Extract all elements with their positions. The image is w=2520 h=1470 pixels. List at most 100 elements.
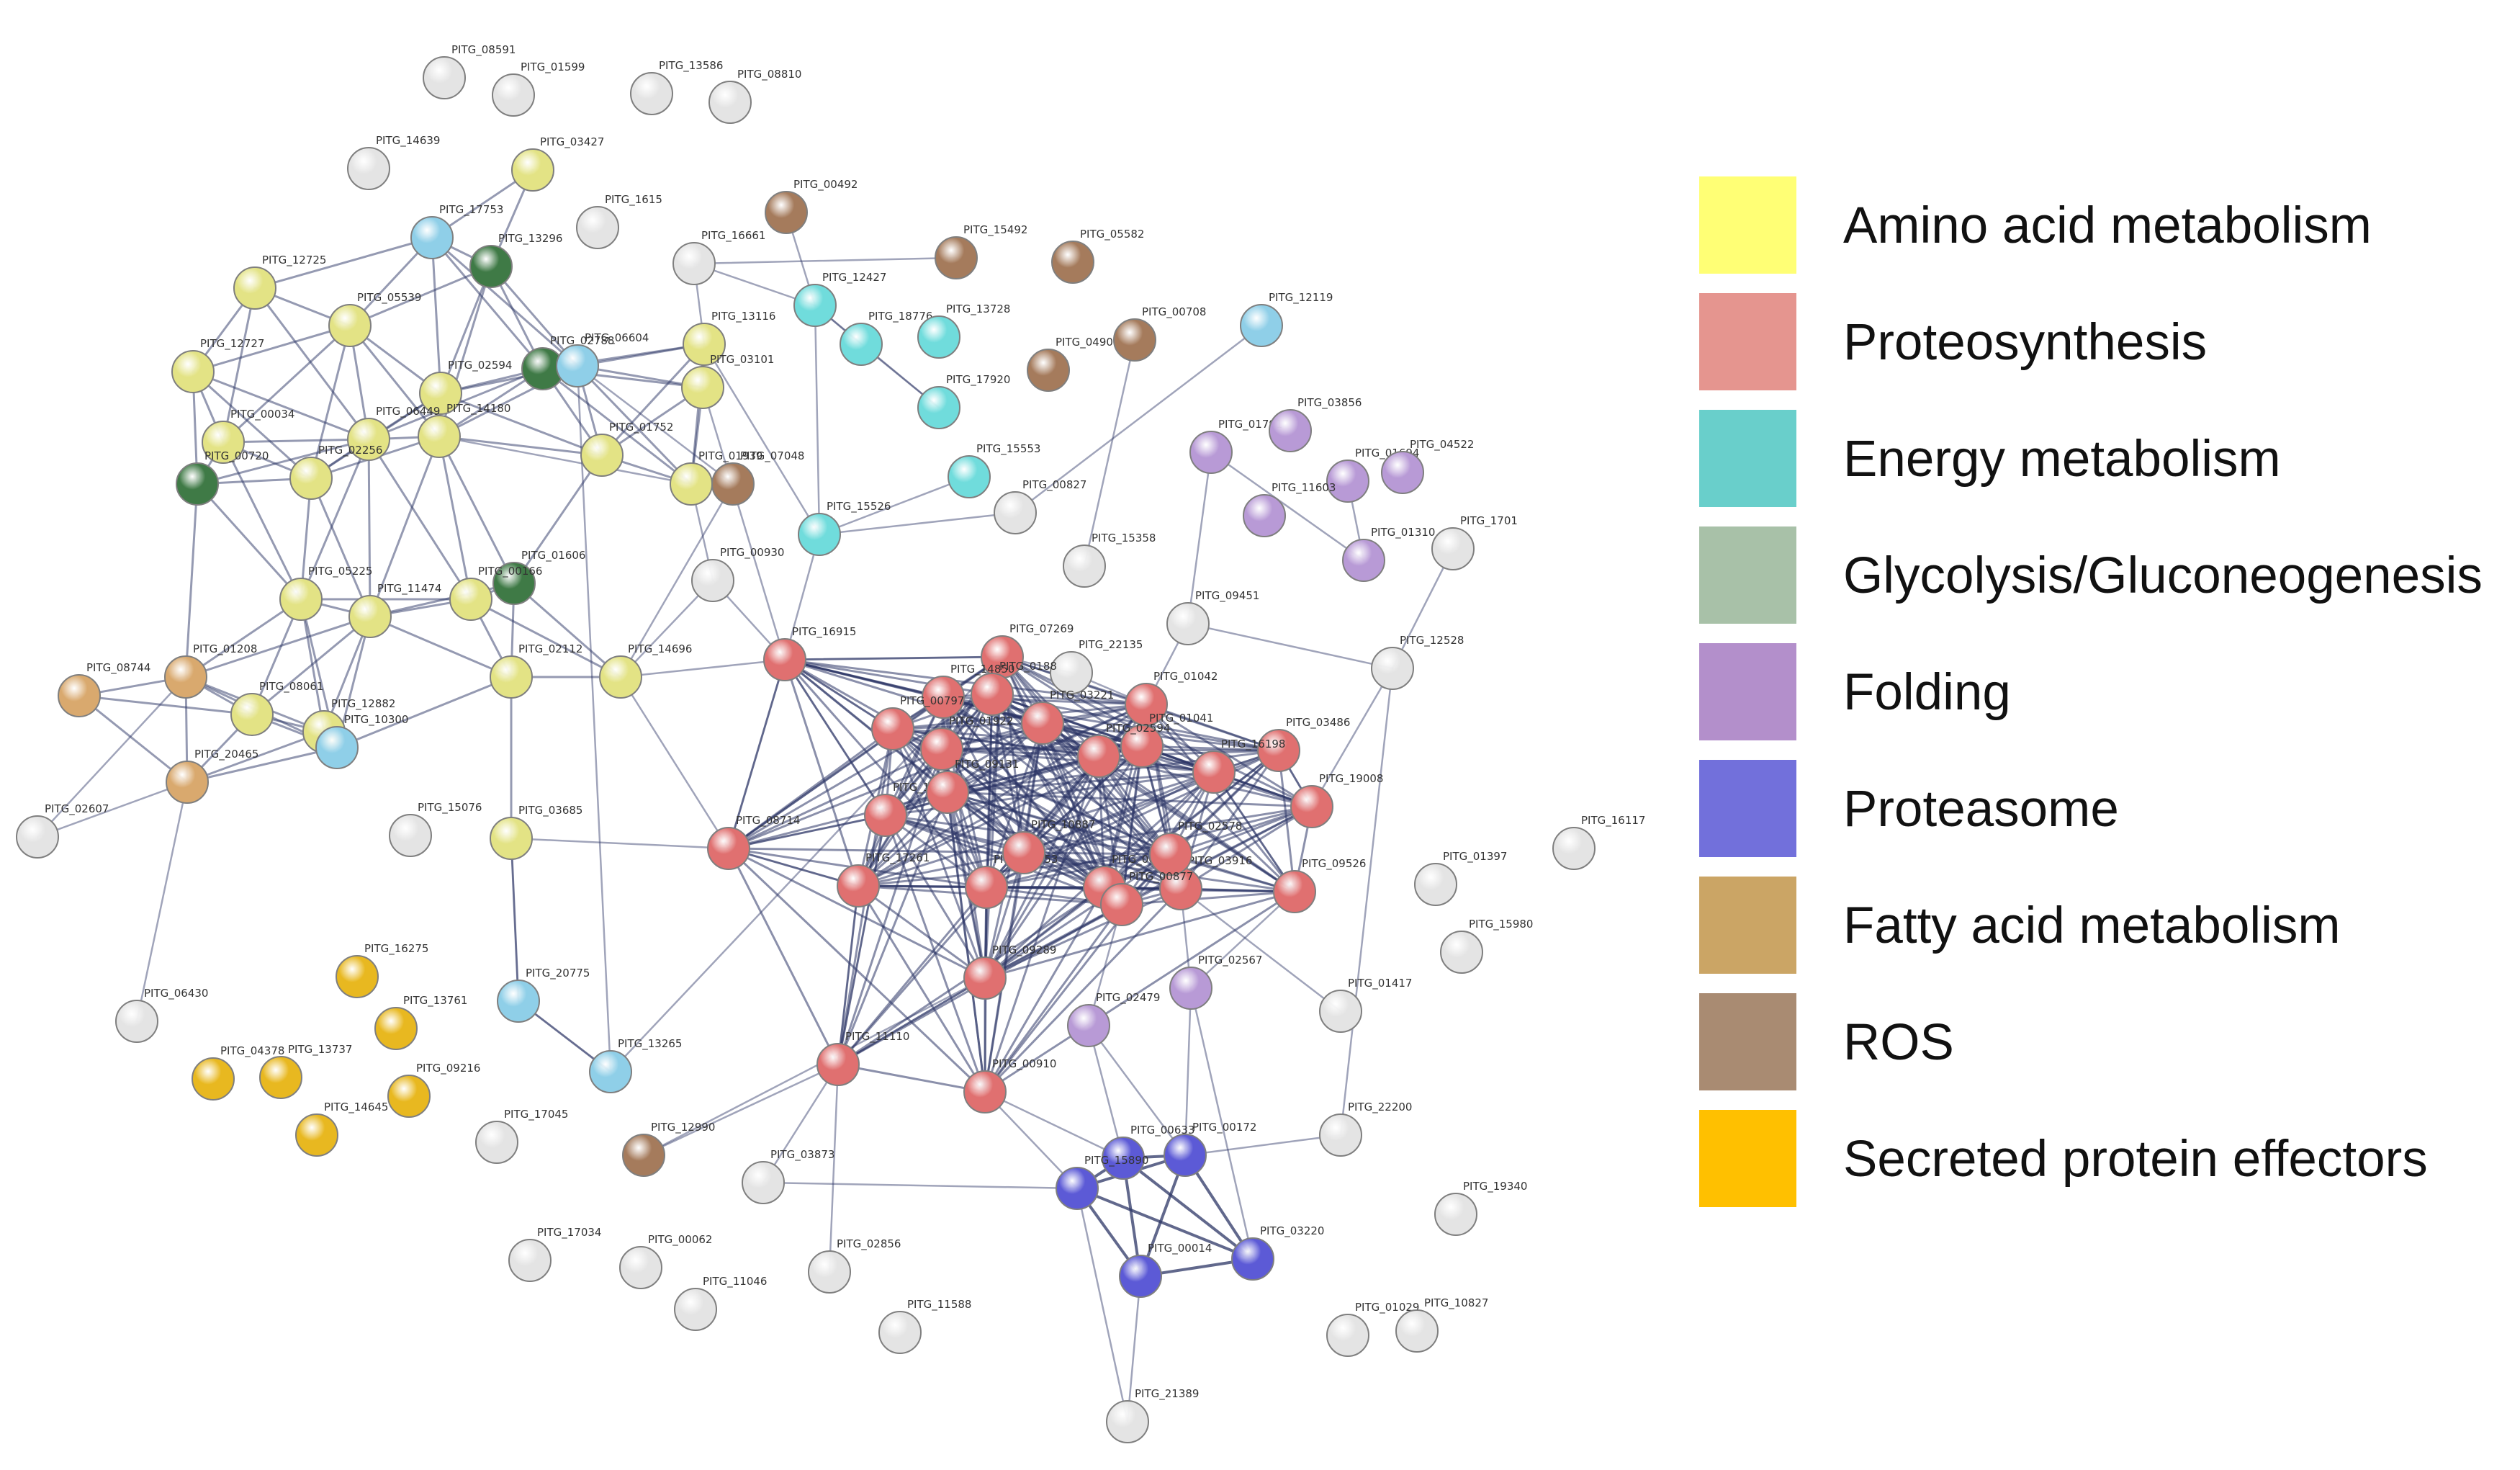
edge-PITG_0188-PITG_01042 <box>991 693 1148 706</box>
node-label: PITG_01599 <box>521 60 585 74</box>
node-pitg-09131: PITG_09131 <box>926 758 1019 814</box>
edge-PITG_01042-PITG_03486 <box>1145 703 1280 752</box>
node-circle <box>837 864 880 907</box>
node-circle <box>1342 539 1385 582</box>
node-circle <box>1371 647 1414 690</box>
node-circle <box>765 191 808 234</box>
node-label: PITG_13737 <box>288 1043 352 1057</box>
legend-label: Energy metabolism <box>1843 431 2281 488</box>
node-pitg-09216: PITG_09216 <box>387 1062 480 1118</box>
edge-PITG_03873-PITG_15890 <box>762 1181 1079 1190</box>
node-pitg-09526: PITG_09526 <box>1273 857 1366 913</box>
node-pitg-15358: PITG_15358 <box>1063 532 1156 588</box>
legend-swatch <box>1699 176 1796 274</box>
edge-PITG_19121-PITG_11110 <box>837 814 887 1066</box>
edge-PITG_13265-PITG_06604 <box>576 364 612 1073</box>
node-label: PITG_14850 <box>950 663 1014 676</box>
node-circle <box>816 1043 860 1086</box>
node-label: PITG_01310 <box>1371 526 1435 539</box>
node-label: PITG_09216 <box>416 1062 480 1075</box>
node-pitg-15980: PITG_15980 <box>1440 918 1533 974</box>
node-pitg-03856: PITG_03856 <box>1269 396 1362 452</box>
node-pitg-08591: PITG_08591 <box>423 43 516 99</box>
node-pitg-15890: PITG_15890 <box>1056 1154 1148 1210</box>
node-label: PITG_17920 <box>946 373 1010 387</box>
node-circle <box>672 242 716 285</box>
node-label: PITG_01041 <box>1149 712 1213 725</box>
node-circle <box>681 366 724 409</box>
edge-PITG_12528-PITG_09451 <box>1187 622 1394 670</box>
node-circle <box>1063 544 1106 588</box>
node-pitg-20775: PITG_20775 <box>497 967 590 1023</box>
node-pitg-00172: PITG_00172 <box>1164 1121 1256 1177</box>
edge-PITG_00166-PITG_14696 <box>469 598 622 678</box>
node-label: PITG_22135 <box>1079 638 1143 652</box>
node-pitg-01029: PITG_01029 <box>1326 1301 1419 1357</box>
node-pitg-07048: PITG_07048 <box>711 449 804 506</box>
node-label: PITG_01042 <box>1153 670 1218 684</box>
node-circle <box>619 1246 662 1289</box>
edge-PITG_12725-PITG_17753 <box>253 236 433 290</box>
edge-PITG_02256-PITG_11474 <box>310 477 372 618</box>
node-circle <box>691 559 734 602</box>
node-pitg-02256: PITG_02256 <box>289 444 382 500</box>
node-pitg-01752: PITG_01752 <box>580 421 673 477</box>
node-circle <box>1051 241 1094 284</box>
node-label: PITG_00827 <box>1022 478 1086 492</box>
node-circle <box>295 1113 338 1157</box>
edge-PITG_00797-PITG_03221 <box>891 722 1044 730</box>
node-label: PITG_15492 <box>963 223 1027 237</box>
node-circle <box>58 674 101 717</box>
node-pitg-03220: PITG_03220 <box>1231 1224 1324 1281</box>
node-circle <box>348 595 392 638</box>
node-label: PITG_12528 <box>1400 634 1464 647</box>
node-pitg-13116: PITG_13116 <box>683 310 775 366</box>
node-label: PITG_02594 <box>448 359 512 372</box>
node-label: PITG_20465 <box>194 748 258 761</box>
edge-PITG_16915-PITG_07269 <box>783 655 1004 661</box>
node-label: PITG_00492 <box>793 178 858 192</box>
node-pitg-05539: PITG_05539 <box>328 291 421 347</box>
node-circle <box>469 245 513 288</box>
node-circle <box>1002 831 1045 874</box>
node-label: PITG_16198 <box>1221 738 1285 751</box>
node-circle <box>347 418 390 461</box>
node-pitg-03916: PITG_03916 <box>1159 854 1252 910</box>
node-pitg-04906: PITG_04906 <box>1027 336 1120 392</box>
edge-PITG_16915-PITG_08714 <box>727 658 786 850</box>
legend-swatch <box>1699 526 1796 624</box>
node-circle <box>864 794 907 837</box>
node-pitg-12727: PITG_12727 <box>171 337 264 393</box>
node-circle <box>1189 431 1233 474</box>
node-label: PITG_03916 <box>1188 854 1252 868</box>
node-pitg-18776: PITG_18776 <box>840 310 932 366</box>
edge-PITG_16915-PITG_15526 <box>783 533 821 661</box>
node-circle <box>1067 1004 1110 1047</box>
node-circle <box>176 462 219 506</box>
node-label: PITG_16117 <box>1581 814 1645 828</box>
edge-PITG_08714-PITG_09131 <box>727 791 949 850</box>
edge-PITG_02594-PITG_13296 <box>439 265 492 395</box>
edge-PITG_03353-PITG_02578 <box>985 853 1172 889</box>
node-circle <box>878 1311 922 1354</box>
edge-PITG_09526-PITG_00910 <box>984 890 1296 1093</box>
node-label: PITG_13296 <box>498 232 562 246</box>
node-pitg-08714: PITG_08714 <box>707 814 800 870</box>
node-circle <box>926 771 969 814</box>
node-label: PITG_02856 <box>837 1237 901 1251</box>
node-label: PITG_00633 <box>1130 1124 1194 1137</box>
edge-PITG_02479-PITG_00633 <box>1087 1024 1125 1160</box>
node-label: PITG_04378 <box>220 1044 284 1058</box>
node-pitg-02112: PITG_02112 <box>490 642 582 699</box>
node-pitg-14850: PITG_14850 <box>922 663 1014 719</box>
node-circle <box>683 323 726 366</box>
node-label: PITG_17753 <box>439 203 503 217</box>
node-pitg-00034: PITG_00034 <box>202 408 294 464</box>
node-circle <box>556 344 599 387</box>
node-circle <box>328 304 372 347</box>
edge-PITG_13296-PITG_06604 <box>490 265 579 367</box>
edge-PITG_12725-PITG_06449 <box>253 287 370 441</box>
edge-PITG_19008-PITG_03916 <box>1179 805 1313 890</box>
edge-PITG_08714-PITG_09289 <box>727 847 986 980</box>
node-pitg-00633: PITG_00633 <box>1102 1124 1194 1180</box>
